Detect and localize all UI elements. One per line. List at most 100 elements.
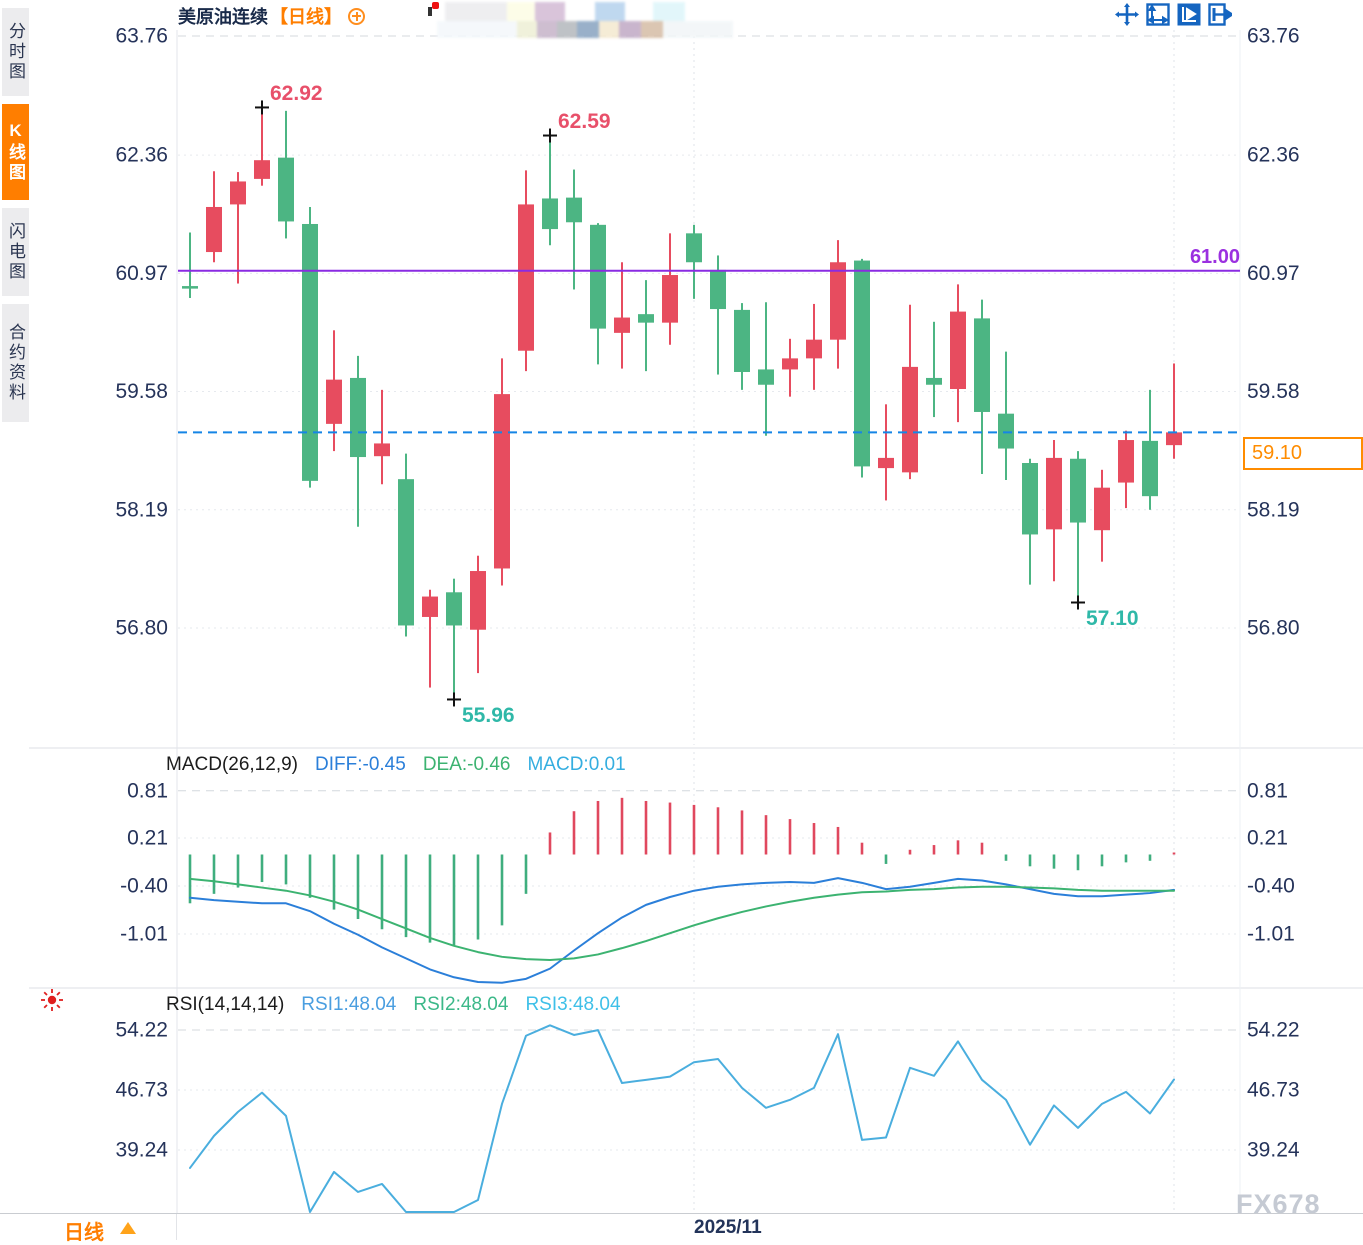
candle-body bbox=[470, 571, 486, 630]
extreme-annotation: 57.10 bbox=[1086, 607, 1139, 630]
axis-label-right: 56.80 bbox=[1247, 617, 1300, 640]
x-axis-date-label: 2025/11 bbox=[694, 1217, 762, 1238]
pan-crosshair-icon[interactable] bbox=[1115, 3, 1139, 26]
candle-body bbox=[710, 269, 726, 310]
axis-label-right: -1.01 bbox=[1247, 922, 1295, 945]
rsi1-value: RSI1:48.04 bbox=[301, 994, 397, 1015]
sidebar-tab-timeshare[interactable]: 分时图 bbox=[2, 8, 29, 96]
candle-body bbox=[830, 262, 846, 340]
candle-body bbox=[878, 457, 894, 469]
macd-title[interactable]: MACD(26,12,9) bbox=[166, 754, 298, 775]
sidebar-tab-lightning[interactable]: 闪电图 bbox=[2, 208, 29, 296]
candle-body bbox=[734, 309, 750, 372]
candle-body bbox=[758, 369, 774, 385]
candle-body bbox=[1022, 463, 1038, 535]
candle-body bbox=[518, 204, 534, 351]
axis-label-right: 39.24 bbox=[1247, 1138, 1300, 1161]
candle-body bbox=[926, 377, 942, 385]
macd-diff-value: DIFF:-0.45 bbox=[315, 754, 406, 775]
candle-body bbox=[1166, 432, 1182, 446]
extreme-annotation: 62.92 bbox=[270, 82, 323, 105]
extreme-annotation: 62.59 bbox=[558, 110, 611, 133]
candle-body bbox=[974, 318, 990, 412]
axis-label-left: 60.97 bbox=[115, 262, 168, 285]
candle-body bbox=[182, 286, 198, 289]
auto-fit-icon[interactable] bbox=[1177, 3, 1201, 26]
axis-scale-icon[interactable] bbox=[1146, 3, 1170, 26]
candle-body bbox=[326, 379, 342, 424]
resistance-price-label: 61.00 bbox=[1189, 246, 1240, 268]
candle-body bbox=[950, 311, 966, 389]
sidebar-tab-contract-info[interactable]: 合约资料 bbox=[2, 304, 29, 422]
axis-label-right: -0.40 bbox=[1247, 874, 1295, 897]
rsi-title[interactable]: RSI(14,14,14) bbox=[166, 994, 285, 1015]
axis-label-right: 46.73 bbox=[1247, 1078, 1300, 1101]
axis-label-right: 59.58 bbox=[1247, 380, 1300, 403]
sidebar: 分时图 K线图 闪电图 合约资料 bbox=[0, 0, 29, 1213]
candle-body bbox=[206, 206, 222, 253]
period-up-triangle-icon[interactable] bbox=[120, 1222, 136, 1234]
sidebar-tab-kline[interactable]: K线图 bbox=[2, 104, 29, 200]
candle-body bbox=[254, 160, 270, 179]
candle-body bbox=[662, 275, 678, 323]
candle-body bbox=[302, 223, 318, 481]
candle-body bbox=[1070, 458, 1086, 523]
axis-label-left: -0.40 bbox=[120, 874, 168, 897]
axis-label-left: 59.58 bbox=[115, 380, 168, 403]
candle-body bbox=[1094, 487, 1110, 531]
candle-body bbox=[806, 339, 822, 359]
macd-dea-line bbox=[189, 877, 1175, 961]
axis-label-right: 58.19 bbox=[1247, 498, 1300, 521]
rsi-line bbox=[189, 1024, 1175, 1213]
axis-label-left: 63.76 bbox=[115, 25, 168, 48]
candle-body bbox=[350, 377, 366, 458]
candle-body bbox=[230, 181, 246, 205]
candle-body bbox=[278, 157, 294, 222]
candle-body bbox=[494, 394, 510, 569]
candle-body bbox=[398, 479, 414, 626]
rsi-settings-sun-icon[interactable] bbox=[40, 988, 64, 1012]
axis-label-right: 54.22 bbox=[1247, 1019, 1300, 1042]
macd-header: MACD(26,12,9) DIFF:-0.45 DEA:-0.46 MACD:… bbox=[166, 754, 626, 776]
axis-label-right: 63.76 bbox=[1247, 25, 1300, 48]
rsi3-value: RSI3:48.04 bbox=[525, 994, 621, 1015]
axis-label-right: 62.36 bbox=[1247, 144, 1300, 167]
candle-body bbox=[902, 366, 918, 473]
shift-right-icon[interactable] bbox=[1208, 3, 1232, 26]
rsi2-value: RSI2:48.04 bbox=[413, 994, 509, 1015]
current-price-tag: 59.10 bbox=[1243, 437, 1363, 470]
period-badge: 【日线】 bbox=[270, 7, 342, 27]
circled-plus-icon[interactable] bbox=[348, 7, 365, 25]
extreme-annotation: 55.96 bbox=[462, 704, 515, 727]
axis-label-left: 62.36 bbox=[115, 144, 168, 167]
candle-body bbox=[542, 198, 558, 230]
candle-body bbox=[998, 413, 1014, 449]
redacted-quote-strip bbox=[437, 1, 740, 39]
macd-value: MACD:0.01 bbox=[527, 754, 626, 775]
alert-pin-icon bbox=[427, 2, 439, 18]
axis-label-left: 39.24 bbox=[115, 1138, 168, 1161]
axis-label-right: 60.97 bbox=[1247, 262, 1300, 285]
axis-label-left: 56.80 bbox=[115, 617, 168, 640]
candle-body bbox=[1046, 457, 1062, 530]
period-selector[interactable]: 日线 bbox=[64, 1222, 104, 1244]
chart-toolbar bbox=[1115, 3, 1232, 26]
candle-body bbox=[566, 197, 582, 223]
bottom-bar: 日线 2025/11 bbox=[0, 1213, 1363, 1244]
candle-body bbox=[782, 358, 798, 370]
candle-body bbox=[614, 317, 630, 333]
axis-label-right: 0.21 bbox=[1247, 826, 1288, 849]
axis-label-left: 0.21 bbox=[127, 826, 168, 849]
candle-body bbox=[374, 443, 390, 457]
bottom-bar-divider bbox=[176, 1214, 177, 1240]
rsi-header: RSI(14,14,14) RSI1:48.04 RSI2:48.04 RSI3… bbox=[166, 994, 621, 1016]
axis-label-left: 58.19 bbox=[115, 498, 168, 521]
candle-body bbox=[446, 592, 462, 626]
candle-body bbox=[638, 314, 654, 323]
axis-label-left: 54.22 bbox=[115, 1019, 168, 1042]
candle-body bbox=[1118, 440, 1134, 483]
axis-label-left: -1.01 bbox=[120, 922, 168, 945]
axis-label-right: 0.81 bbox=[1247, 779, 1288, 802]
